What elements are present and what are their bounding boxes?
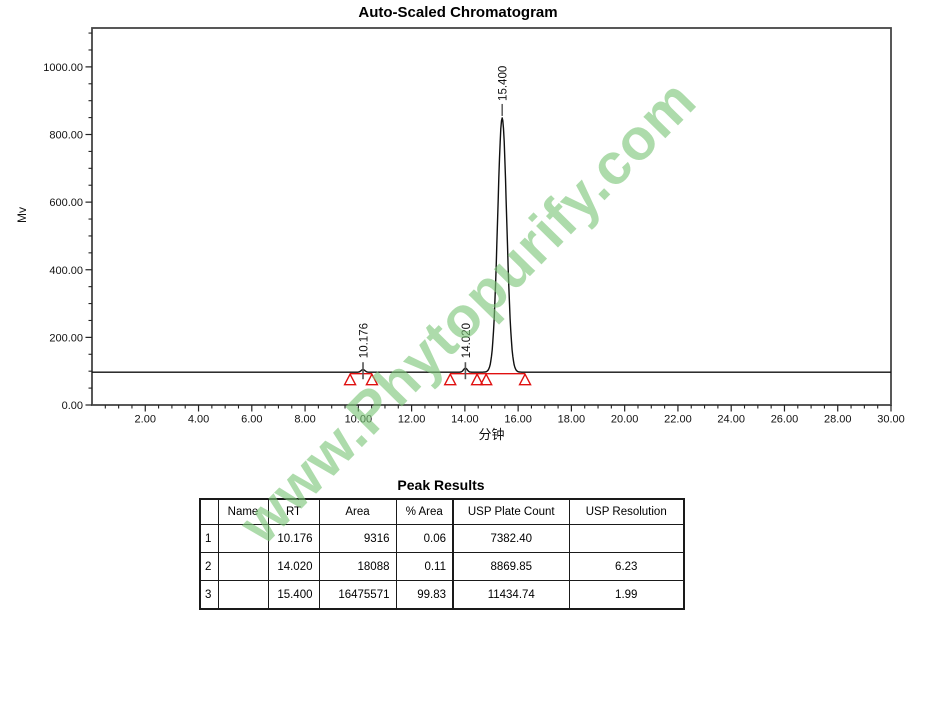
peak-results-cell: 0.11 — [395, 552, 454, 581]
peak-boundary-triangle-icon — [518, 372, 532, 386]
y-tick-label: 1000.00 — [43, 62, 83, 74]
peak-rt-label: 15.400 — [498, 66, 510, 101]
x-tick-label: 16.00 — [504, 414, 532, 426]
column-header: Area — [318, 498, 397, 525]
peak-results-cell: 15.400 — [267, 580, 320, 610]
y-tick-label: 0.00 — [62, 400, 83, 412]
peak-results-cell — [217, 552, 269, 581]
x-tick-label: 20.00 — [611, 414, 639, 426]
peak-results-cell — [217, 524, 269, 553]
peak-results-cell: 0.06 — [395, 524, 454, 553]
column-header: RT — [267, 498, 320, 525]
y-tick-label: 800.00 — [49, 130, 83, 142]
peak-results-cell: 14.020 — [267, 552, 320, 581]
peak-results-cell: 11434.74 — [452, 580, 570, 610]
peak-boundary-triangle-icon — [470, 372, 484, 386]
x-tick-label: 26.00 — [771, 414, 799, 426]
x-tick-label: 4.00 — [188, 414, 209, 426]
peak-results-table: Name RT Area% Area USP Plate Count USP Resol… — [199, 498, 685, 610]
plot-frame — [91, 27, 892, 406]
peak-rt-label: 10.176 — [359, 323, 371, 358]
x-tick-label: 22.00 — [664, 414, 692, 426]
chromatogram-trace — [92, 117, 891, 373]
column-header: USP Plate Count — [452, 498, 570, 525]
peak-boundary-triangle-icon — [343, 372, 357, 386]
table-row: 1 10.176 9316 0.06 7382.40 — [199, 524, 685, 553]
peak-results-cell — [568, 524, 685, 553]
y-tick-label: 400.00 — [49, 265, 83, 277]
peak-results-cell: 16475571 — [318, 580, 397, 610]
peak-boundary-triangle-icon — [479, 372, 493, 386]
x-axis-label: 分钟 — [478, 427, 505, 442]
peak-results-cell: 1.99 — [568, 580, 685, 610]
peak-results-cell: 9316 — [318, 524, 397, 553]
x-tick-label: 30.00 — [877, 414, 905, 426]
peak-boundary-triangle-icon — [443, 372, 457, 386]
peak-results-cell: 99.83 — [395, 580, 454, 610]
table-header-row: Name RT Area% Area USP Plate Count USP Resol… — [199, 498, 685, 525]
table-row: 3 15.400 16475571 99.83 11434.74 1.99 — [199, 580, 685, 610]
peak-rt-label: 14.020 — [461, 323, 473, 358]
x-tick-label: 8.00 — [294, 414, 315, 426]
column-header: USP Resolution — [568, 498, 685, 525]
y-tick-label: 600.00 — [49, 197, 83, 209]
peak-results-cell: 7382.40 — [452, 524, 570, 553]
column-header: % Area — [395, 498, 454, 525]
peak-results-cell: 6.23 — [568, 552, 685, 581]
x-tick-label: 24.00 — [717, 414, 745, 426]
chromatogram-plot: 0.00 200.00 400.00 600.00 800.00 1000.00 2.00 4… — [43, 27, 905, 426]
y-tick-label: 200.00 — [49, 332, 83, 344]
x-tick-label: 28.00 — [824, 414, 852, 426]
peak-results-cell: 2 — [199, 552, 219, 581]
peak-results-title: Peak Results — [397, 477, 485, 493]
peak-results-cell — [217, 580, 269, 610]
peak-results-cell: 1 — [199, 524, 219, 553]
peak-results-cell: 18088 — [318, 552, 397, 581]
x-tick-label: 12.00 — [398, 414, 426, 426]
column-header — [199, 498, 219, 525]
peak-boundary-triangle-icon — [365, 372, 379, 386]
x-tick-label: 6.00 — [241, 414, 262, 426]
chart-title: Auto-Scaled Chromatogram — [358, 4, 558, 21]
column-header: Name — [217, 498, 269, 525]
table-row: 2 14.020 18088 0.11 8869.85 6.23 — [199, 552, 685, 581]
x-tick-label: 2.00 — [135, 414, 156, 426]
x-tick-label: 18.00 — [558, 414, 586, 426]
peak-results-cell: 8869.85 — [452, 552, 570, 581]
x-tick-label: 10.00 — [345, 414, 373, 426]
peak-results-cell: 10.176 — [267, 524, 320, 553]
x-tick-label: 14.00 — [451, 414, 479, 426]
peak-results-cell: 3 — [199, 580, 219, 610]
